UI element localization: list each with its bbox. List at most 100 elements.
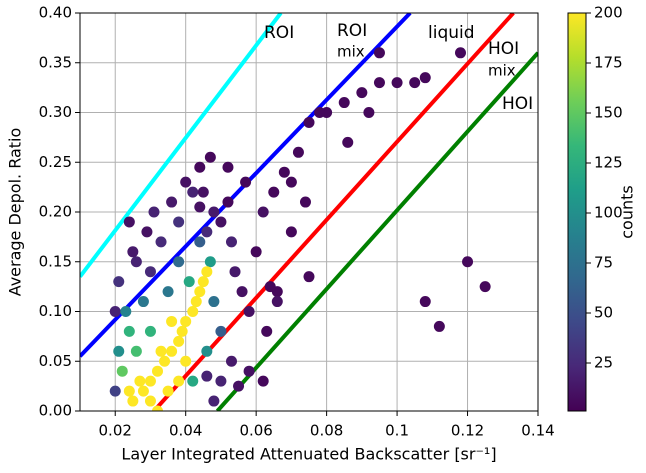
point	[338, 97, 350, 109]
point	[373, 47, 385, 59]
x-tick-label: 0.06	[239, 422, 272, 440]
point	[264, 281, 276, 293]
point	[462, 256, 474, 268]
point	[187, 186, 199, 198]
point	[391, 77, 403, 89]
point	[201, 266, 213, 278]
y-tick-label: 0.15	[39, 252, 72, 270]
point	[194, 236, 206, 248]
plot-area	[80, 13, 538, 411]
point	[187, 306, 199, 317]
annotation: ROI	[337, 21, 367, 41]
point	[120, 306, 132, 317]
point	[201, 226, 213, 238]
x-axis-label: Layer Integrated Attenuated Backscatter …	[121, 445, 496, 464]
x-tick-label: 0.12	[451, 422, 484, 440]
x-tick-label: 0.14	[521, 422, 554, 440]
point	[130, 256, 142, 268]
y-tick-label: 0.20	[39, 203, 72, 221]
x-tick-label: 0.1	[385, 422, 409, 440]
annotation: mix	[488, 62, 516, 80]
y-tick-label: 0.05	[39, 352, 72, 370]
colorbar-label: counts	[618, 185, 637, 238]
point	[123, 385, 135, 397]
annotation: liquid	[428, 23, 475, 43]
point	[123, 216, 135, 228]
point	[180, 355, 192, 367]
point	[363, 107, 375, 118]
point	[109, 385, 121, 397]
point	[268, 186, 280, 198]
point	[257, 206, 269, 218]
point	[194, 161, 206, 173]
point	[144, 325, 156, 337]
point	[201, 370, 213, 382]
y-tick-label: 0.30	[39, 103, 72, 121]
point	[113, 345, 125, 357]
point	[109, 306, 121, 317]
point	[208, 206, 220, 218]
point	[243, 306, 255, 317]
point	[215, 216, 227, 228]
point	[240, 176, 252, 188]
point	[173, 256, 185, 268]
point	[183, 276, 195, 288]
point	[419, 72, 431, 84]
point	[137, 296, 149, 308]
boundary-line	[152, 13, 515, 411]
point	[204, 256, 216, 268]
point	[292, 146, 304, 158]
colorbar-tick-label: 125	[594, 154, 623, 172]
point	[144, 375, 156, 387]
point	[155, 236, 167, 248]
point	[236, 286, 248, 298]
point	[127, 246, 139, 258]
point	[278, 166, 290, 178]
y-tick-label: 0.00	[39, 402, 72, 420]
point	[215, 375, 227, 387]
boundary-line	[215, 51, 538, 411]
point	[123, 325, 135, 337]
point	[314, 107, 326, 118]
point	[409, 77, 421, 89]
point	[271, 296, 283, 308]
point	[194, 201, 206, 213]
x-tick-label: 0.08	[310, 422, 343, 440]
y-tick-label: 0.35	[39, 53, 72, 71]
point	[152, 365, 164, 377]
point	[190, 296, 202, 308]
point	[155, 345, 167, 357]
point	[137, 385, 149, 397]
point	[342, 136, 354, 148]
point	[303, 271, 315, 283]
point	[113, 276, 125, 288]
point	[152, 405, 164, 411]
point	[229, 266, 241, 278]
point	[433, 320, 445, 332]
y-tick-label: 0.25	[39, 153, 72, 171]
point	[243, 365, 255, 377]
point	[356, 87, 368, 99]
annotation: HOI	[502, 94, 533, 114]
point	[419, 296, 431, 308]
annotation: mix	[337, 43, 365, 61]
y-tick-label: 0.40	[39, 4, 72, 22]
y-tick-label: 0.10	[39, 302, 72, 320]
boundary-line	[80, 13, 283, 278]
point	[194, 286, 206, 298]
point	[130, 345, 142, 357]
colorbar-tick-label: 75	[594, 254, 613, 272]
point	[285, 176, 297, 188]
point	[166, 196, 178, 208]
point	[373, 77, 385, 89]
point	[233, 380, 245, 392]
point	[173, 375, 185, 387]
point	[141, 226, 153, 238]
point	[204, 151, 216, 163]
point	[454, 47, 466, 59]
colorbar-tick-label: 200	[594, 4, 623, 22]
point	[197, 186, 209, 198]
point	[180, 315, 192, 327]
point	[116, 365, 128, 377]
